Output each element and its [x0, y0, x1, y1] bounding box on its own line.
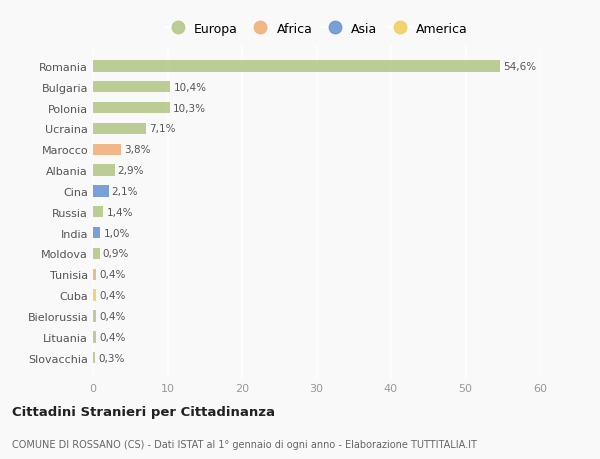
- Bar: [93, 103, 170, 114]
- Text: 0,3%: 0,3%: [98, 353, 125, 363]
- Text: 10,4%: 10,4%: [173, 83, 206, 93]
- Bar: [93, 82, 170, 93]
- Bar: [93, 331, 96, 343]
- Text: 2,1%: 2,1%: [112, 186, 138, 196]
- Text: 10,3%: 10,3%: [173, 103, 206, 113]
- Bar: [93, 186, 109, 197]
- Text: 7,1%: 7,1%: [149, 124, 175, 134]
- Legend: Europa, Africa, Asia, America: Europa, Africa, Asia, America: [161, 19, 472, 39]
- Text: COMUNE DI ROSSANO (CS) - Dati ISTAT al 1° gennaio di ogni anno - Elaborazione TU: COMUNE DI ROSSANO (CS) - Dati ISTAT al 1…: [12, 440, 477, 449]
- Bar: [93, 290, 96, 301]
- Text: 2,9%: 2,9%: [118, 166, 144, 176]
- Text: 54,6%: 54,6%: [503, 62, 536, 72]
- Bar: [93, 227, 100, 239]
- Text: 0,9%: 0,9%: [103, 249, 129, 259]
- Bar: [93, 123, 146, 135]
- Text: 0,4%: 0,4%: [99, 291, 125, 301]
- Bar: [93, 311, 96, 322]
- Text: 0,4%: 0,4%: [99, 332, 125, 342]
- Bar: [93, 165, 115, 176]
- Bar: [93, 269, 96, 280]
- Bar: [93, 207, 103, 218]
- Bar: [93, 248, 100, 260]
- Bar: [93, 144, 121, 156]
- Text: Cittadini Stranieri per Cittadinanza: Cittadini Stranieri per Cittadinanza: [12, 405, 275, 419]
- Text: 0,4%: 0,4%: [99, 270, 125, 280]
- Bar: [93, 352, 95, 364]
- Text: 3,8%: 3,8%: [124, 145, 151, 155]
- Text: 0,4%: 0,4%: [99, 311, 125, 321]
- Text: 1,4%: 1,4%: [106, 207, 133, 217]
- Text: 1,0%: 1,0%: [103, 228, 130, 238]
- Bar: [93, 61, 500, 73]
